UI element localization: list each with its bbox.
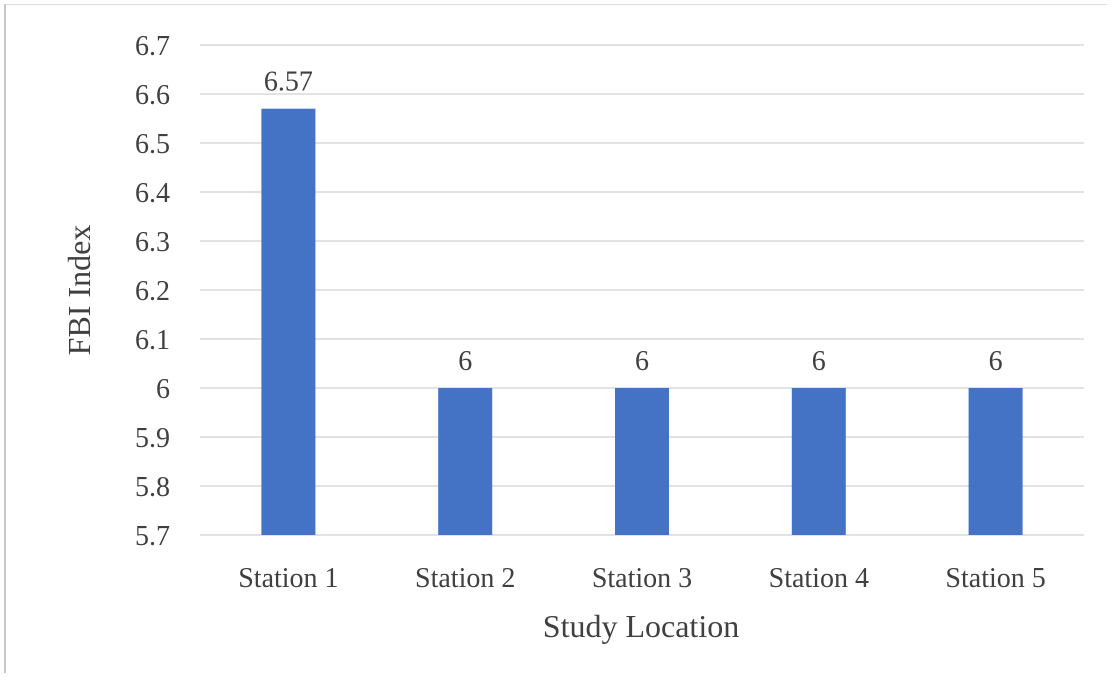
y-tick-label: 6.4 xyxy=(135,178,170,209)
bar xyxy=(968,388,1023,535)
bars xyxy=(261,108,1023,535)
y-tick-label: 6.1 xyxy=(135,325,170,356)
bar xyxy=(615,388,669,535)
y-tick-label: 5.8 xyxy=(135,472,170,503)
bar xyxy=(438,388,493,535)
x-axis-ticks: Station 1 Station 2 Station 3 Station 4 Stat… xyxy=(238,563,1046,594)
data-label: 6 xyxy=(989,346,1003,377)
y-axis-title: FBI Index xyxy=(61,225,97,356)
y-tick-label: 6.7 xyxy=(135,31,170,62)
data-label: 6 xyxy=(812,346,826,377)
x-tick-label: Station 2 xyxy=(415,563,515,594)
y-tick-label: 6 xyxy=(156,374,170,405)
bar xyxy=(261,108,316,535)
x-tick-label: Station 3 xyxy=(592,563,692,594)
y-tick-label: 6.2 xyxy=(135,276,170,307)
y-tick-label: 6.3 xyxy=(135,227,170,258)
data-label: 6.57 xyxy=(264,67,313,98)
bar xyxy=(791,388,846,535)
y-tick-label: 6.5 xyxy=(135,129,170,160)
x-tick-label: Station 5 xyxy=(945,563,1045,594)
x-tick-label: Station 1 xyxy=(238,563,338,594)
data-label: 6 xyxy=(458,346,472,377)
y-tick-label: 5.7 xyxy=(135,521,170,552)
x-axis-title: Study Location xyxy=(543,608,739,644)
data-labels: 6.57 6 6 6 6 xyxy=(264,67,1003,377)
x-tick-label: Station 4 xyxy=(769,563,869,594)
data-label: 6 xyxy=(635,346,649,377)
y-tick-label: 6.6 xyxy=(135,80,170,111)
y-tick-label: 5.9 xyxy=(135,423,170,454)
y-axis-ticks: 6.7 6.6 6.5 6.4 6.3 6.2 6.1 6 5.9 5.8 5.7 xyxy=(135,31,170,552)
